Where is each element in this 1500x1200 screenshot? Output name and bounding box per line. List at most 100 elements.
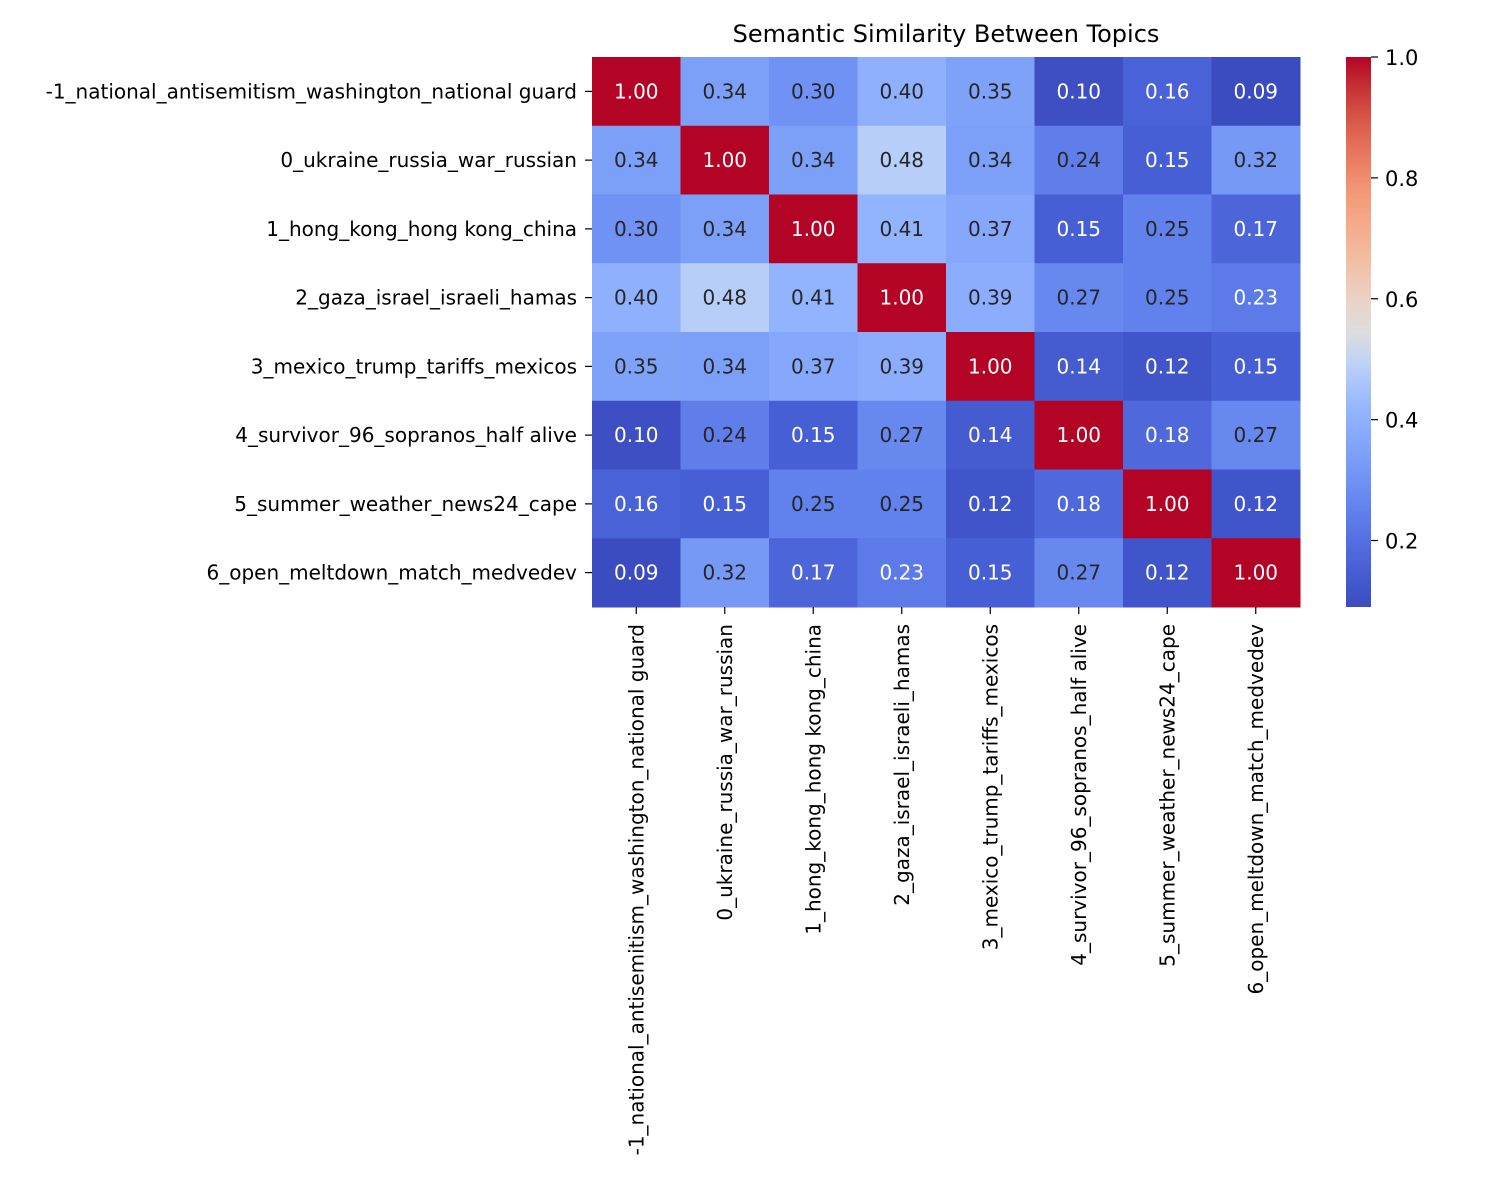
heatmap-cell	[1123, 538, 1212, 608]
cell-value-label: 0.25	[791, 492, 836, 516]
cell-value-label: 0.27	[1056, 286, 1101, 310]
cell-value-label: 0.16	[614, 492, 659, 516]
column-label: 5_summer_weather_news24_cape	[1155, 624, 1179, 967]
heatmap-cell	[1123, 469, 1212, 539]
heatmap-cell	[1034, 538, 1124, 608]
heatmap-cell	[1211, 332, 1301, 402]
colorbar-ticks: 0.2 0.4 0.6 0.8 1.0	[1371, 46, 1418, 554]
heatmap-cell	[857, 125, 947, 195]
cell-value-label: 1.00	[791, 217, 836, 241]
heatmap-cell	[1034, 194, 1124, 264]
cell-value-label: 0.12	[1233, 492, 1278, 516]
cell-value-label: 0.25	[1145, 217, 1190, 241]
cell-value-label: 1.00	[1233, 561, 1278, 585]
heatmap-cell	[769, 332, 858, 402]
row-label: 5_summer_weather_news24_cape	[234, 492, 577, 516]
cell-value-label: 0.27	[879, 423, 924, 447]
heatmap-cell	[769, 469, 858, 539]
cell-value-label: 0.15	[968, 561, 1013, 585]
cell-value-label: 0.18	[1056, 492, 1101, 516]
heatmap-cell	[769, 263, 858, 333]
heatmap-cell	[946, 125, 1035, 195]
colorbar	[1346, 57, 1371, 607]
heatmap-cell	[857, 194, 947, 264]
cell-value-label: 0.30	[791, 79, 836, 103]
cell-value-label: 0.34	[614, 148, 659, 172]
heatmap-cell	[1034, 332, 1124, 402]
cell-value-label: 0.15	[1233, 354, 1278, 378]
cell-value-label: 0.17	[791, 561, 836, 585]
row-label: 6_open_meltdown_match_medvedev	[207, 561, 578, 585]
heatmap-cell	[857, 332, 947, 402]
chart-title: Semantic Similarity Between Topics	[733, 20, 1160, 48]
heatmap-cell	[769, 57, 858, 127]
heatmap-cell	[857, 263, 947, 333]
column-label: 4_survivor_96_sopranos_half alive	[1067, 624, 1091, 966]
heatmap-cell	[592, 194, 681, 264]
cell-value-label: 0.24	[702, 423, 747, 447]
heatmap-cell	[1211, 57, 1301, 127]
column-label: 3_mexico_trump_tariffs_mexicos	[978, 624, 1002, 950]
heatmap-cell	[1123, 332, 1212, 402]
cell-value-label: 0.34	[702, 354, 747, 378]
cell-value-label: 0.10	[1056, 79, 1101, 103]
column-label: 1_hong_kong_hong kong_china	[801, 624, 825, 935]
cell-value-label: 0.39	[879, 354, 924, 378]
cell-value-label: 0.16	[1145, 79, 1190, 103]
heatmap-cell	[1123, 400, 1212, 470]
heatmap-cell	[1034, 400, 1124, 470]
heatmap-cell	[1211, 194, 1301, 264]
heatmap-cell	[680, 263, 770, 333]
heatmap-cell	[769, 194, 858, 264]
row-label: 1_hong_kong_hong kong_china	[266, 217, 577, 241]
colorbar-tick-label: 0.4	[1385, 409, 1418, 433]
cell-value-label: 0.24	[1056, 148, 1101, 172]
row-label: 3_mexico_trump_tariffs_mexicos	[251, 354, 577, 378]
row-label: -1_national_antisemitism_washington_nati…	[46, 79, 577, 103]
cell-value-label: 0.12	[1145, 354, 1190, 378]
heatmap-cell	[592, 332, 681, 402]
heatmap-cell	[1123, 57, 1212, 127]
cell-value-label: 1.00	[614, 79, 659, 103]
heatmap-cell	[946, 538, 1035, 608]
cell-value-label: 0.34	[702, 217, 747, 241]
heatmap-cell	[946, 400, 1035, 470]
cell-value-label: 0.32	[1233, 148, 1278, 172]
cell-value-label: 0.35	[968, 79, 1013, 103]
heatmap-cells: 1.00 0.34 0.30 0.40 0.35 0.10 0.16 0.09 0.34 1.00…	[592, 57, 1301, 608]
cell-value-label: 0.37	[791, 354, 836, 378]
cell-value-label: 0.30	[614, 217, 659, 241]
cell-value-label: 0.15	[702, 492, 747, 516]
colorbar-tick-label: 0.8	[1385, 167, 1418, 191]
cell-value-label: 1.00	[1145, 492, 1190, 516]
cell-value-label: 0.34	[702, 79, 747, 103]
column-label: 6_open_meltdown_match_medvedev	[1244, 624, 1268, 995]
heatmap-cell	[1034, 469, 1124, 539]
cell-value-label: 0.09	[1233, 79, 1278, 103]
colorbar-tick-label: 1.0	[1385, 46, 1418, 70]
cell-value-label: 0.10	[614, 423, 659, 447]
cell-value-label: 0.15	[791, 423, 836, 447]
heatmap-cell	[680, 469, 770, 539]
heatmap-cell	[1123, 263, 1212, 333]
heatmap-cell	[857, 469, 947, 539]
cell-value-label: 0.15	[1056, 217, 1101, 241]
cell-value-label: 0.14	[1056, 354, 1101, 378]
cell-value-label: 0.40	[879, 79, 924, 103]
heatmap-cell	[769, 125, 858, 195]
heatmap-cell	[946, 332, 1035, 402]
heatmap-cell	[592, 400, 681, 470]
heatmap-cell	[946, 469, 1035, 539]
heatmap-cell	[857, 538, 947, 608]
colorbar-tick-label: 0.6	[1385, 288, 1418, 312]
cell-value-label: 1.00	[968, 354, 1013, 378]
heatmap-cell	[769, 400, 858, 470]
row-label: 2_gaza_israel_israeli_hamas	[295, 286, 577, 310]
heatmap-cell	[946, 263, 1035, 333]
heatmap-cell	[1211, 469, 1301, 539]
heatmap-cell	[1123, 194, 1212, 264]
cell-value-label: 1.00	[1056, 423, 1101, 447]
cell-value-label: 0.15	[1145, 148, 1190, 172]
row-label: 4_survivor_96_sopranos_half alive	[235, 423, 577, 447]
cell-value-label: 0.09	[614, 561, 659, 585]
